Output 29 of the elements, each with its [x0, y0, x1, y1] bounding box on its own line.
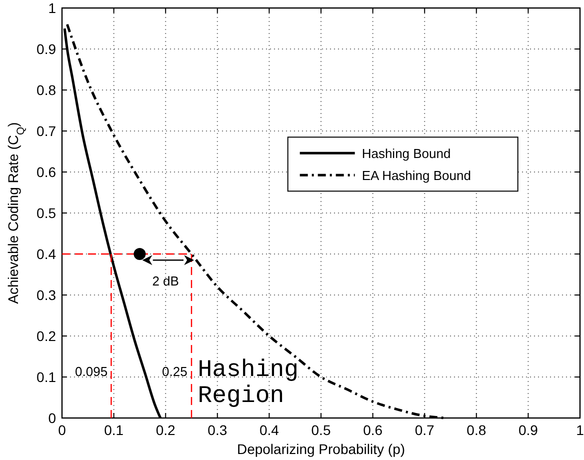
legend-label: EA Hashing Bound	[362, 168, 471, 184]
y-tick-label: 0.7	[36, 123, 56, 139]
x-tick-label: 0.6	[363, 422, 383, 438]
x-tick-label: 0.9	[518, 422, 538, 438]
annotation: Hashing Region	[198, 357, 299, 410]
x-tick-label: 0.4	[259, 422, 280, 438]
x-tick-label: 0.2	[156, 422, 176, 438]
y-tick-label: 0.8	[36, 82, 56, 98]
x-axis-title: Depolarizing Probability (p)	[236, 441, 406, 457]
x-tick-label: 1	[576, 422, 584, 438]
legend-label: Hashing Bound	[362, 146, 451, 162]
y-tick-label: 0.6	[36, 164, 56, 180]
annotation: 0.095	[75, 364, 108, 379]
y-tick-label: 0.4	[36, 246, 56, 262]
x-tick-label: 0.3	[208, 422, 228, 438]
x-tick-label: 0.8	[466, 422, 486, 438]
y-tick-label: 0	[48, 410, 56, 426]
y-tick-label: 0.2	[36, 328, 56, 344]
y-tick-label: 0.5	[36, 205, 56, 221]
x-tick-label: 0.1	[104, 422, 124, 438]
annotation: 2 dB	[152, 274, 179, 289]
y-tick-label: 1	[48, 0, 56, 16]
annotation: 0.25	[162, 364, 188, 379]
x-tick-label: 0.7	[414, 422, 435, 438]
x-tick-label: 0.5	[311, 422, 331, 438]
x-tick-label: 0	[58, 422, 66, 438]
y-tick-label: 0.1	[36, 369, 56, 385]
y-tick-label: 0.3	[36, 287, 56, 303]
y-tick-label: 0.9	[36, 41, 56, 57]
